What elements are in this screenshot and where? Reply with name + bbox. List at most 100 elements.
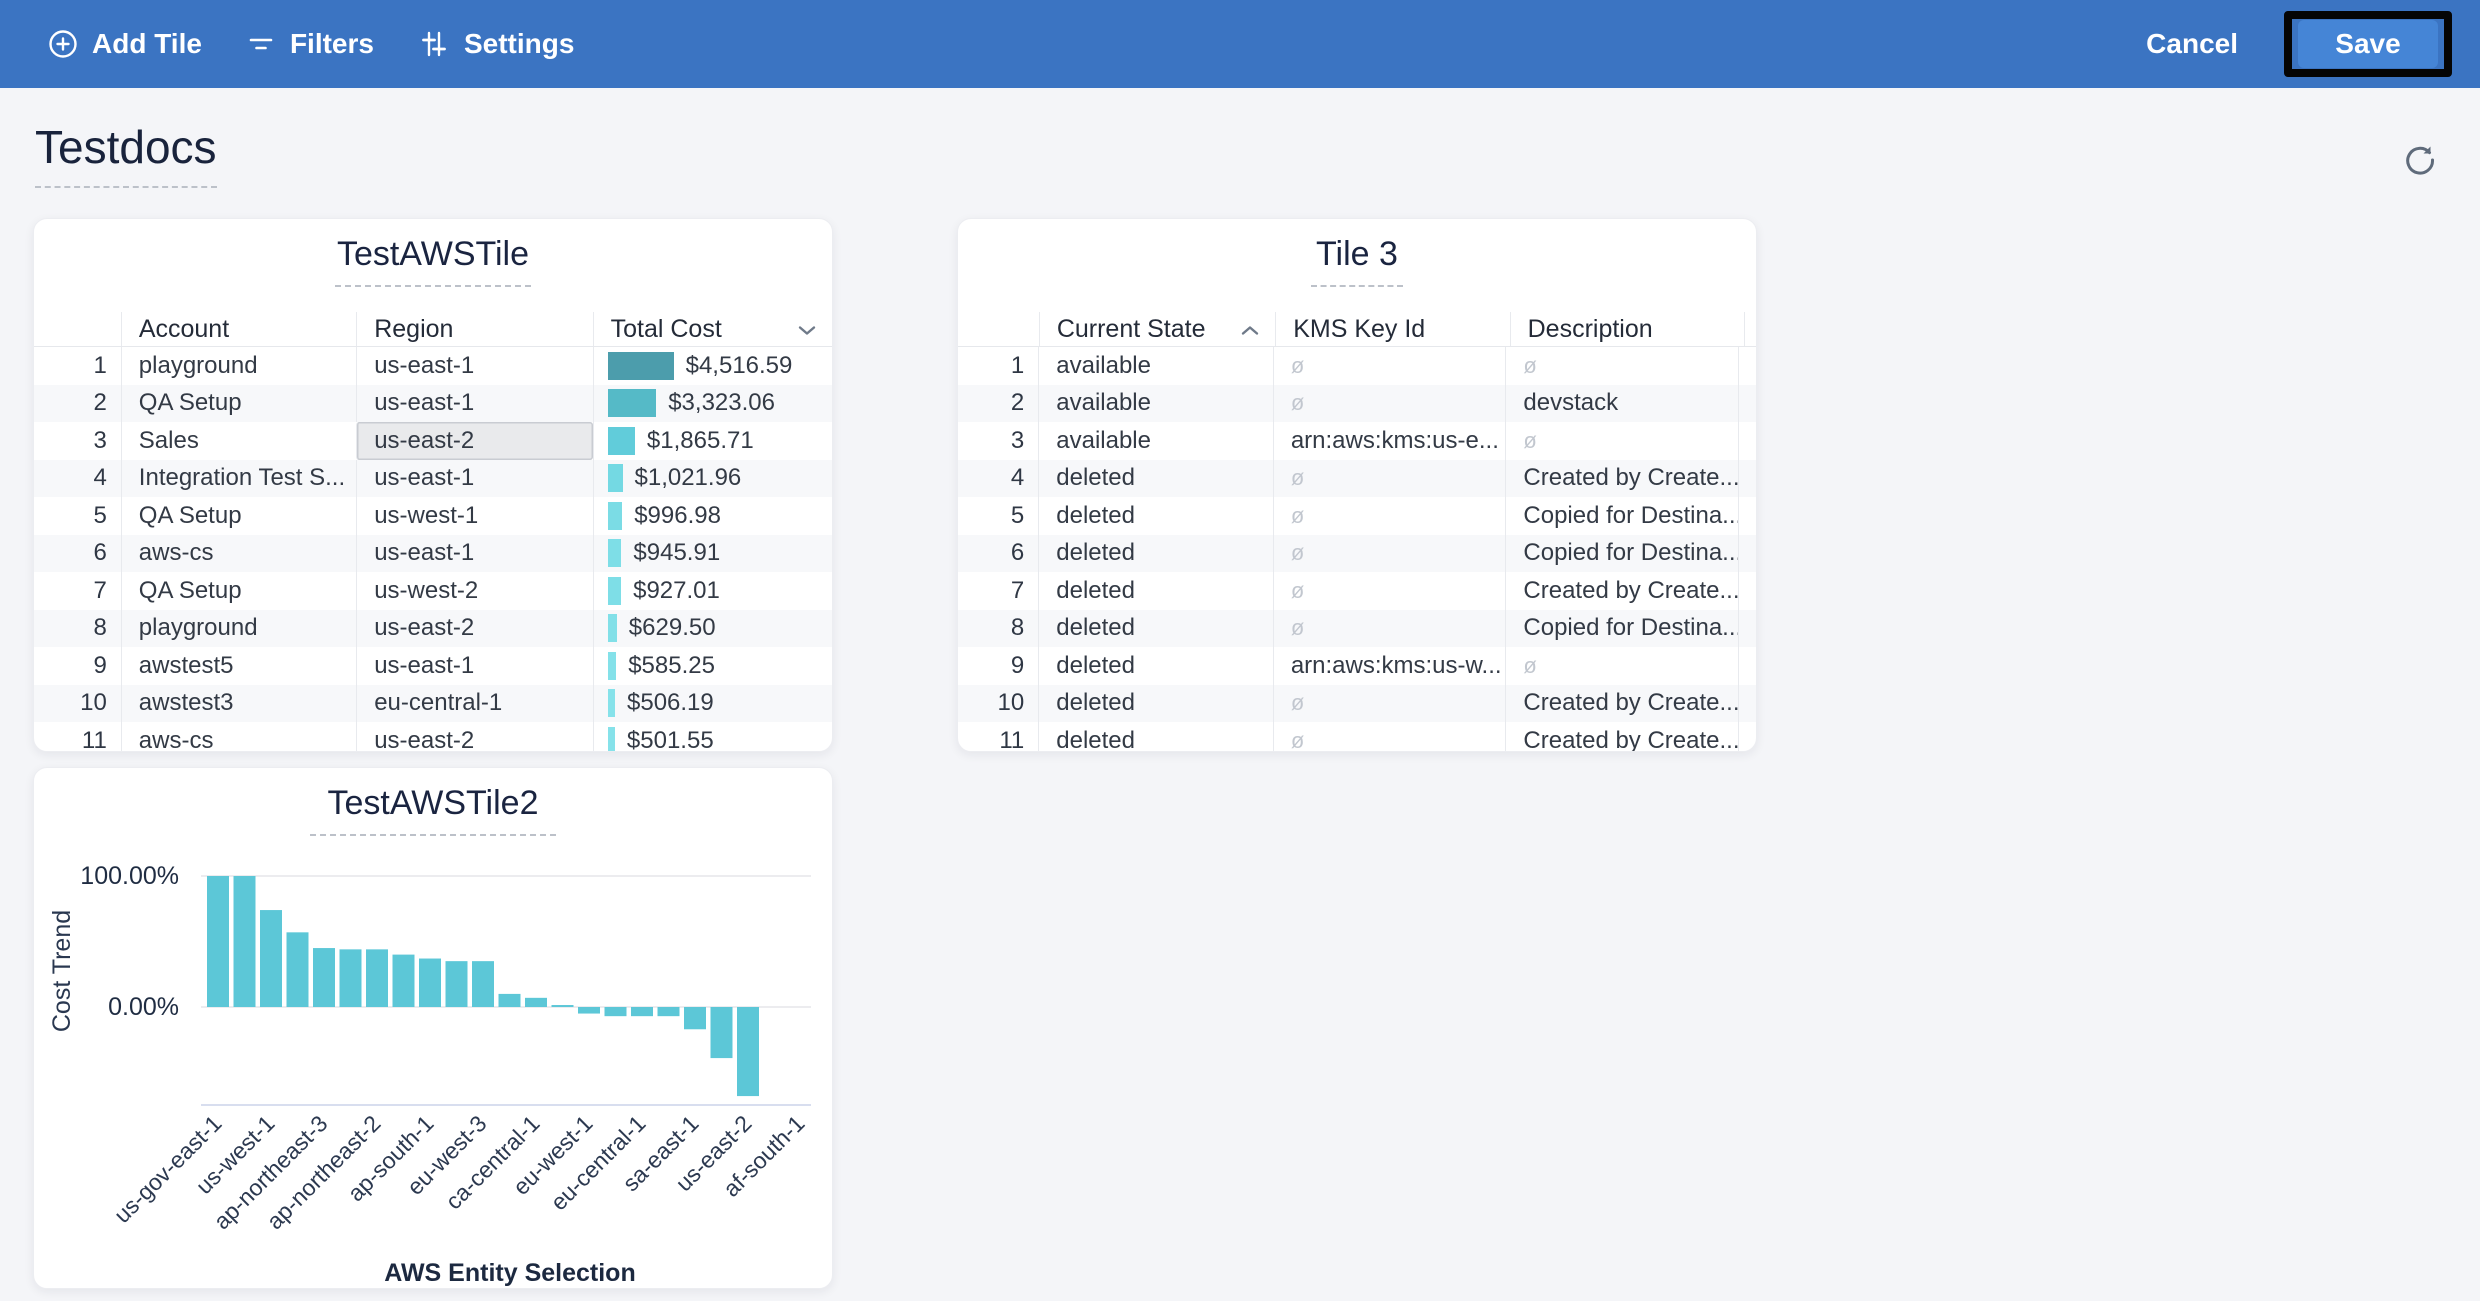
cell-region[interactable]: us-east-1 <box>356 384 592 422</box>
cell-description[interactable]: ø <box>1505 347 1738 385</box>
cell-current-state[interactable]: available <box>1038 422 1273 460</box>
chart-bar[interactable] <box>710 1007 733 1059</box>
cell-region[interactable]: us-east-2 <box>356 722 592 751</box>
cell-account[interactable]: QA Setup <box>120 384 356 422</box>
cell-kms-key-id[interactable]: ø <box>1272 384 1506 422</box>
chart-bar[interactable] <box>419 958 441 1007</box>
cell-description[interactable]: Copied for Destina... <box>1505 497 1738 535</box>
cell-current-state[interactable]: available <box>1038 384 1273 422</box>
cell-region[interactable]: us-east-1 <box>356 534 592 572</box>
tile-title[interactable]: Tile 3 <box>1316 235 1398 273</box>
column-header-total-cost[interactable]: Total Cost <box>592 312 832 346</box>
cell-kms-key-id[interactable]: arn:aws:kms:us-e... <box>1272 422 1506 460</box>
cell-region[interactable]: us-west-1 <box>356 497 592 535</box>
cell-description[interactable]: Created by Create... <box>1505 722 1738 751</box>
cell-region[interactable]: us-east-1 <box>356 459 592 497</box>
cell-total-cost[interactable]: $996.98 <box>592 497 832 535</box>
chart-bar[interactable] <box>472 961 494 1007</box>
tile-title[interactable]: TestAWSTile2 <box>327 784 539 822</box>
cell-description[interactable]: devstack <box>1505 384 1738 422</box>
column-header-kms-key-id[interactable]: KMS Key Id <box>1275 312 1509 346</box>
cell-total-cost[interactable]: $945.91 <box>592 534 832 572</box>
cell-description[interactable]: Created by Create... <box>1505 684 1738 722</box>
cell-kms-key-id[interactable]: ø <box>1272 572 1506 610</box>
cell-account[interactable]: aws-cs <box>120 722 356 751</box>
cell-total-cost[interactable]: $1,021.96 <box>592 459 832 497</box>
cell-total-cost[interactable]: $501.55 <box>592 722 832 751</box>
chart-bar[interactable] <box>525 997 547 1007</box>
cell-kms-key-id[interactable]: ø <box>1272 459 1506 497</box>
cell-kms-key-id[interactable]: ø <box>1272 347 1506 385</box>
add-tile-button[interactable]: Add Tile <box>48 28 202 60</box>
cancel-button[interactable]: Cancel <box>2146 28 2238 59</box>
refresh-icon[interactable] <box>2398 138 2442 182</box>
chart-bar[interactable] <box>392 954 415 1007</box>
cell-current-state[interactable]: deleted <box>1038 684 1273 722</box>
chart-bar[interactable] <box>684 1007 706 1030</box>
cell-current-state[interactable]: available <box>1038 347 1273 385</box>
chart-bar[interactable] <box>737 1007 759 1097</box>
cell-current-state[interactable]: deleted <box>1038 497 1273 535</box>
chart-bar[interactable] <box>498 993 521 1007</box>
chart-bar[interactable] <box>233 876 256 1007</box>
cell-current-state[interactable]: deleted <box>1038 572 1273 610</box>
cell-kms-key-id[interactable]: ø <box>1272 684 1506 722</box>
column-header-region[interactable]: Region <box>356 312 592 346</box>
filters-button[interactable]: Filters <box>246 28 374 60</box>
column-header-current-state[interactable]: Current State <box>1038 312 1275 346</box>
cell-current-state[interactable]: deleted <box>1038 609 1273 647</box>
chart-bar[interactable] <box>313 948 335 1007</box>
cell-region[interactable]: us-east-1 <box>356 347 592 385</box>
chart-bar[interactable] <box>260 910 282 1007</box>
chart-bar[interactable] <box>657 1007 680 1017</box>
cell-account[interactable]: Sales <box>120 422 356 460</box>
column-header-description[interactable]: Description <box>1509 312 1744 346</box>
cell-region[interactable]: eu-central-1 <box>356 684 592 722</box>
chart-bar[interactable] <box>366 949 388 1007</box>
save-button[interactable]: Save <box>2298 20 2438 68</box>
cell-total-cost[interactable]: $1,865.71 <box>592 422 832 460</box>
cell-total-cost[interactable]: $585.25 <box>592 647 832 685</box>
cell-kms-key-id[interactable]: ø <box>1272 534 1506 572</box>
cell-current-state[interactable]: deleted <box>1038 459 1273 497</box>
cell-description[interactable]: Copied for Destina... <box>1505 534 1738 572</box>
cell-account[interactable]: awstest5 <box>120 647 356 685</box>
cell-account[interactable]: Integration Test S... <box>120 459 356 497</box>
chart-bar[interactable] <box>604 1007 627 1017</box>
cell-account[interactable]: playground <box>120 609 356 647</box>
cell-kms-key-id[interactable]: arn:aws:kms:us-w... <box>1272 647 1506 685</box>
cell-description[interactable]: Copied for Destina... <box>1505 609 1738 647</box>
cell-account[interactable]: aws-cs <box>120 534 356 572</box>
chart-bar[interactable] <box>339 949 362 1007</box>
cell-current-state[interactable]: deleted <box>1038 722 1273 751</box>
settings-button[interactable]: Settings <box>418 28 574 60</box>
cell-region[interactable]: us-west-2 <box>356 572 592 610</box>
tile-title[interactable]: TestAWSTile <box>336 235 530 273</box>
cell-total-cost[interactable]: $629.50 <box>592 609 832 647</box>
cell-description[interactable]: Created by Create... <box>1505 459 1738 497</box>
cell-kms-key-id[interactable]: ø <box>1272 497 1506 535</box>
cell-current-state[interactable]: deleted <box>1038 534 1273 572</box>
column-header-account[interactable]: Account <box>120 312 356 346</box>
page-title-text[interactable]: Testdocs <box>35 120 217 188</box>
cell-region-selected[interactable]: us-east-2 <box>356 422 593 460</box>
chart-bar[interactable] <box>578 1007 600 1014</box>
cell-account[interactable]: playground <box>120 347 356 385</box>
chart-bar[interactable] <box>286 932 309 1007</box>
cell-total-cost[interactable]: $927.01 <box>592 572 832 610</box>
cell-kms-key-id[interactable]: ø <box>1272 722 1506 751</box>
cell-total-cost[interactable]: $3,323.06 <box>592 384 832 422</box>
cell-description[interactable]: ø <box>1505 647 1738 685</box>
cell-description[interactable]: Created by Create... <box>1505 572 1738 610</box>
chart-bar[interactable] <box>631 1007 653 1017</box>
cell-region[interactable]: us-east-2 <box>356 609 592 647</box>
cell-kms-key-id[interactable]: ø <box>1272 609 1506 647</box>
cell-total-cost[interactable]: $506.19 <box>592 684 832 722</box>
cell-account[interactable]: QA Setup <box>120 497 356 535</box>
cell-region[interactable]: us-east-1 <box>356 647 592 685</box>
cell-account[interactable]: QA Setup <box>120 572 356 610</box>
chart-bar[interactable] <box>207 876 229 1007</box>
chart-bar[interactable] <box>445 961 468 1007</box>
cell-account[interactable]: awstest3 <box>120 684 356 722</box>
chart-bar[interactable] <box>551 1005 574 1007</box>
